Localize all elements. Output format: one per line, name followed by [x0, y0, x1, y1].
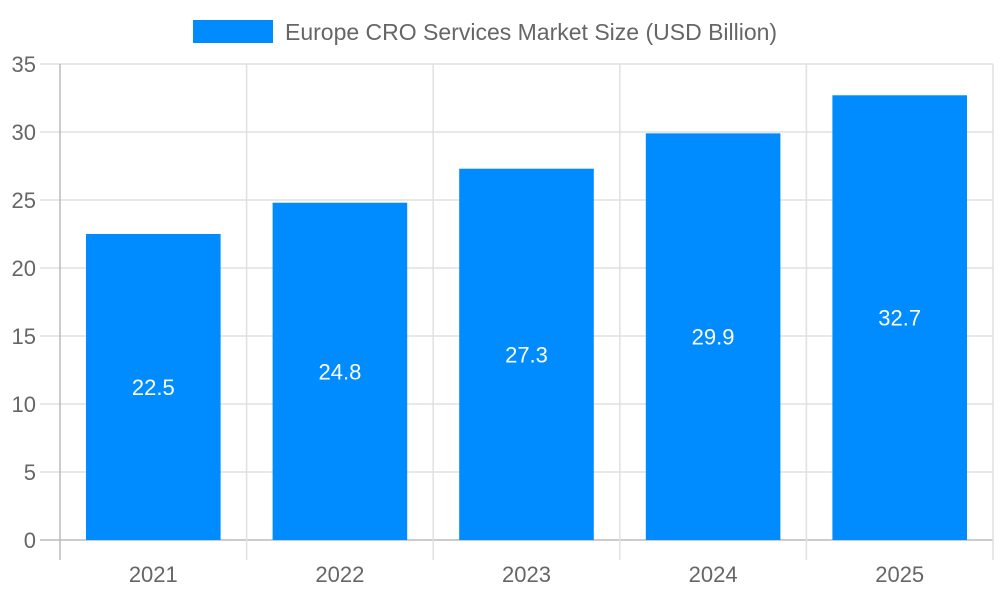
- x-tick-label: 2021: [129, 562, 178, 587]
- y-tick-label: 25: [12, 188, 36, 213]
- data-label: 32.7: [878, 306, 921, 331]
- data-label: 27.3: [505, 342, 548, 367]
- y-tick-label: 5: [24, 460, 36, 485]
- legend[interactable]: Europe CRO Services Market Size (USD Bil…: [193, 19, 777, 45]
- x-tick-label: 2024: [689, 562, 738, 587]
- bar-2024: [645, 133, 781, 541]
- y-tick-label: 10: [12, 392, 36, 417]
- x-tick-label: 2025: [875, 562, 924, 587]
- y-tick-label: 30: [12, 120, 36, 145]
- legend-label: Europe CRO Services Market Size (USD Bil…: [285, 19, 777, 45]
- y-tick-label: 35: [12, 52, 36, 77]
- bar-2023: [459, 168, 594, 540]
- y-tick-label: 15: [12, 324, 36, 349]
- bar-2025: [832, 95, 967, 540]
- x-tick-label: 2022: [315, 562, 364, 587]
- bar-2022: [272, 202, 408, 540]
- legend-swatch: [193, 20, 273, 43]
- bars: 22.5 24.8 27.3 29.9 32.7: [86, 95, 967, 541]
- x-tick-label: 2023: [502, 562, 551, 587]
- y-tick-label: 20: [12, 256, 36, 281]
- bar-2021: [86, 234, 221, 540]
- data-label: 29.9: [692, 325, 735, 350]
- y-tick-label: 0: [24, 528, 36, 553]
- data-label: 24.8: [318, 359, 361, 384]
- data-label: 22.5: [132, 375, 175, 400]
